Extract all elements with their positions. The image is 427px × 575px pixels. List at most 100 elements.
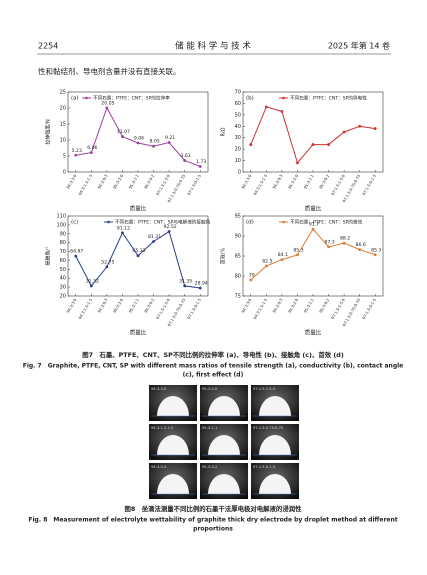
y-tick-label: 30: [60, 285, 66, 291]
data-point: [136, 254, 140, 258]
data-label: 88.2: [340, 236, 350, 242]
y-tick-label: 70: [60, 249, 66, 255]
x-tick-label: 95:3:1:1: [127, 297, 140, 314]
legend-marker: [282, 220, 285, 224]
data-point: [167, 230, 171, 233]
x-tick-label: 97:1.5:1.5:0: [330, 173, 346, 196]
data-label: 3.61: [181, 153, 191, 159]
panel-label: (b): [246, 96, 254, 102]
x-tick-label: 94:3:3:0: [240, 297, 253, 314]
data-point: [183, 284, 187, 288]
y-tick-label: 80: [60, 240, 66, 246]
data-label: 31.32: [86, 278, 99, 284]
panel-label: (a): [71, 96, 79, 102]
photo-label: 95-3-1-1: [202, 426, 217, 430]
x-tick-label: 94:3:0:3: [96, 173, 109, 190]
x-tick-label: 95:3:2:0: [287, 297, 300, 314]
x-tick-label: 94:3:3:0: [65, 297, 78, 314]
droplet: [208, 435, 240, 455]
photo-label: 94-3-3-0: [151, 387, 167, 391]
y-tick-label: 110: [56, 214, 66, 220]
data-label: 81.31: [148, 234, 161, 240]
droplet: [259, 474, 291, 494]
x-axis-label: 质量比: [305, 205, 322, 213]
photo-label: 97-1.5-0.75-0.75: [253, 426, 283, 430]
data-point: [121, 231, 124, 235]
droplet: [157, 474, 189, 494]
data-point: [311, 143, 315, 146]
x-tick-label: 94:3:0:3: [271, 173, 284, 190]
photo-label: 95-3-2-0: [202, 387, 218, 391]
x-tick-label: 94:3:1.5:1.5: [252, 297, 268, 320]
data-point: [373, 127, 377, 130]
data-label: 85.3: [293, 247, 303, 253]
data-point: [105, 265, 109, 269]
y-tick-label: 50: [60, 267, 66, 273]
figure-caption: 图7 石墨、PTFE、CNT、SP不同比例的拉伸率 (a)、导电性 (b)、接触…: [82, 350, 344, 359]
x-tick-label: 94:3:1.5:1.5: [252, 173, 268, 196]
figure-caption-en: proportions: [193, 526, 233, 533]
y-tick-label: 85: [235, 254, 241, 260]
data-point: [327, 245, 330, 249]
data-label: 52.75: [101, 259, 114, 265]
legend-marker: [282, 96, 285, 100]
data-point: [89, 151, 93, 155]
data-point: [152, 240, 155, 243]
data-label: 85.3: [371, 247, 381, 253]
droplet: [259, 435, 291, 455]
data-point: [327, 143, 330, 146]
volume: 2025 年第 14 卷: [328, 41, 390, 51]
y-tick-label: 10: [235, 158, 241, 164]
data-label: 91.7: [309, 222, 319, 228]
data-label: 20.05: [101, 100, 114, 106]
data-point: [74, 153, 78, 157]
data-label: 8.05: [149, 139, 159, 145]
y-tick-label: 100: [56, 222, 66, 228]
data-label: 65.33: [132, 248, 145, 254]
data-label: 28.94: [195, 281, 208, 287]
data-label: 6.06: [87, 145, 97, 151]
data-line: [250, 228, 376, 281]
data-point: [249, 278, 253, 282]
x-tick-label: 97:1.5:1.5:0: [155, 173, 171, 196]
photo-label: 97-1.5-0-1.5: [253, 465, 275, 469]
legend-label: 不同石墨：PTFE：CNT：SP的首效: [290, 219, 363, 226]
data-point: [280, 110, 284, 113]
data-point: [264, 264, 268, 268]
x-tick-label: 95:3:0:2: [318, 173, 331, 190]
y-tick-label: 10: [60, 138, 66, 144]
data-label: 9.06: [134, 136, 144, 142]
data-point: [198, 286, 202, 290]
data-point: [296, 161, 299, 165]
figure-caption-en: Fig. 7 Graphite, PTFE, CNT, SP with diff…: [23, 363, 404, 370]
data-label: 11.07: [117, 129, 130, 135]
data-label: 79: [249, 273, 255, 279]
x-tick-label: 95:3:1:1: [127, 173, 140, 190]
x-tick-label: 94:3:1.5:1.5: [77, 173, 93, 196]
x-tick-label: 97:1.5:1.5:0: [330, 297, 346, 320]
data-point: [105, 106, 109, 110]
y-axis-label: 接触角/°: [45, 246, 52, 266]
y-tick-label: 20: [60, 294, 66, 300]
x-tick-label: 94:3:3:0: [65, 173, 78, 190]
y-tick-label: 40: [60, 276, 66, 282]
data-point: [74, 254, 78, 258]
plot-frame: [242, 91, 384, 173]
y-tick-label: 75: [235, 294, 241, 300]
y-tick-label: 80: [235, 274, 241, 280]
figure-caption-en: (c), first effect (d): [183, 372, 244, 379]
droplet: [259, 396, 291, 416]
journal-name: 储 能 科 学 与 技 术: [175, 41, 251, 52]
data-point: [136, 141, 140, 145]
data-point: [342, 130, 346, 134]
legend-marker: [85, 96, 88, 100]
y-tick-label: 90: [235, 234, 241, 240]
y-tick-label: 50: [235, 112, 241, 118]
data-point: [121, 135, 124, 138]
legend-label: 不同石墨：PTFE：CNT：SP的导电性: [290, 95, 367, 102]
x-tick-label: 95:3:0:2: [318, 297, 331, 314]
data-point: [358, 248, 362, 252]
y-tick-label: 30: [235, 135, 241, 141]
data-label: 92.52: [164, 224, 177, 230]
